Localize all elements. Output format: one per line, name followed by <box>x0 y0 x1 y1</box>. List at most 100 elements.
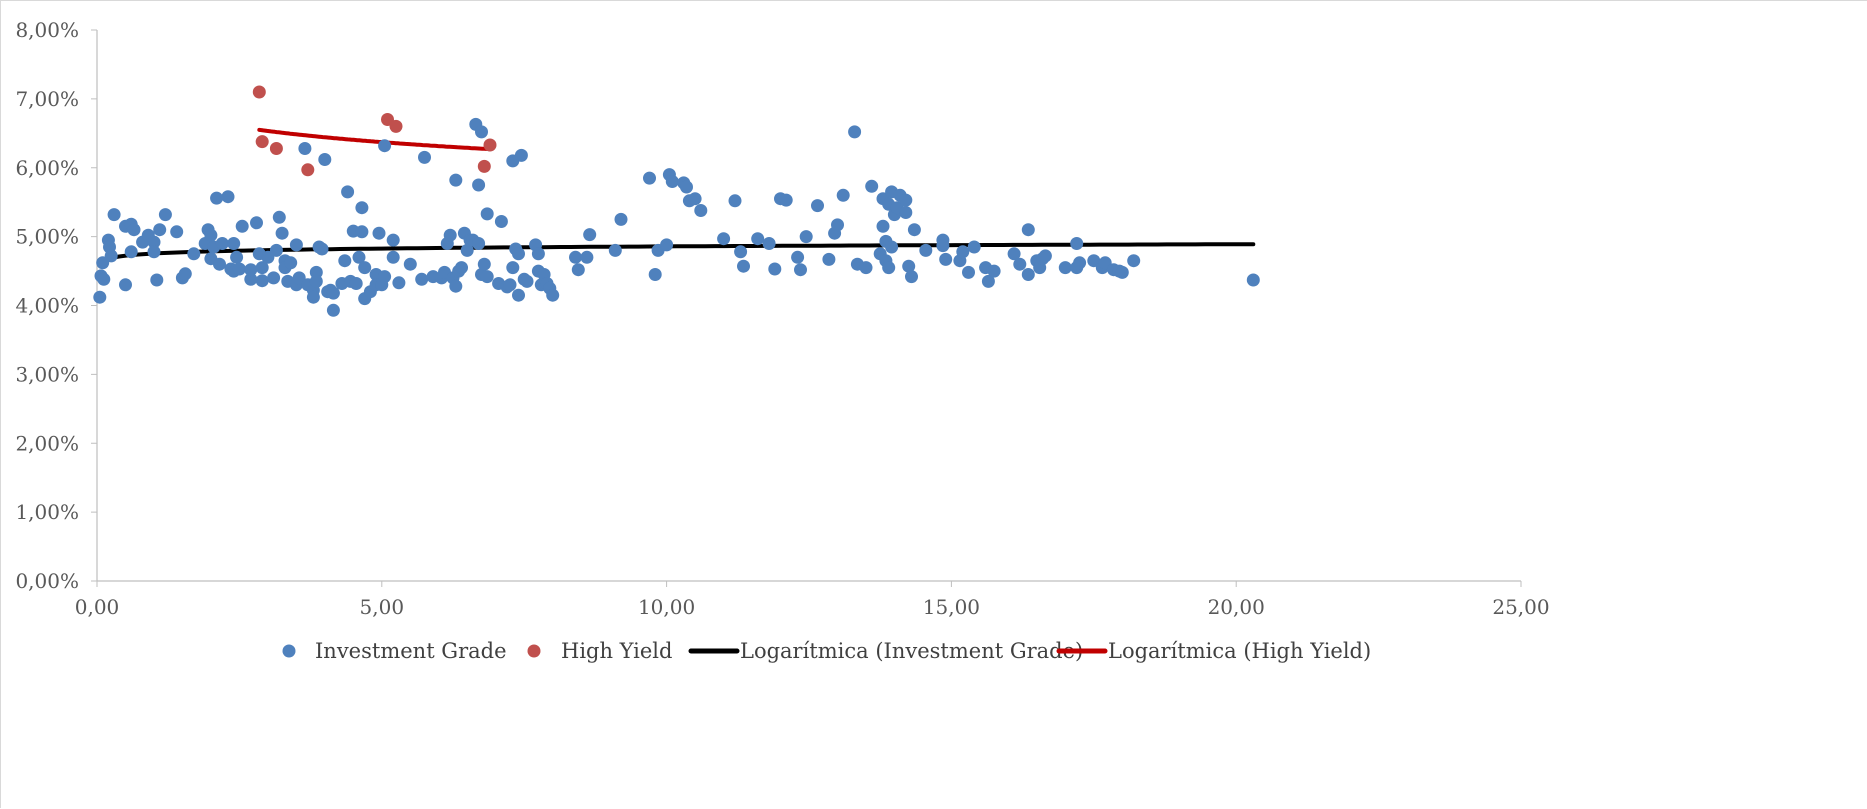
data-point-investment-grade <box>614 212 628 226</box>
legend-marker-investment-grade <box>282 644 296 658</box>
data-point-investment-grade <box>119 278 132 292</box>
data-point-investment-grade <box>127 223 141 237</box>
data-point-investment-grade <box>232 262 246 276</box>
data-point-investment-grade <box>227 237 241 250</box>
data-point-investment-grade <box>460 243 474 257</box>
data-point-investment-grade <box>506 261 520 275</box>
data-point-investment-grade <box>147 235 161 249</box>
data-point-investment-grade <box>831 218 844 232</box>
data-point-investment-grade <box>514 148 528 162</box>
data-point-investment-grade <box>737 259 750 273</box>
data-point-investment-grade <box>1115 265 1129 279</box>
y-tick-label: 1,00% <box>15 500 79 524</box>
data-point-investment-grade <box>865 179 879 193</box>
data-point-investment-grade <box>318 153 332 166</box>
data-point-investment-grade <box>503 278 517 292</box>
data-point-investment-grade <box>392 276 406 290</box>
data-point-investment-grade <box>520 274 534 288</box>
y-tick-label: 3,00% <box>15 362 79 386</box>
data-point-investment-grade <box>449 173 463 187</box>
data-point-investment-grade <box>355 225 369 239</box>
x-tick-label: 0,00 <box>75 595 120 619</box>
data-point-investment-grade <box>309 265 323 279</box>
data-point-investment-grade <box>583 228 597 242</box>
data-point-investment-grade <box>1021 223 1035 237</box>
data-point-investment-grade <box>643 171 656 185</box>
y-tick-label: 2,00% <box>15 431 79 455</box>
data-point-investment-grade <box>648 268 662 281</box>
data-point-investment-grade <box>272 210 286 224</box>
data-point-investment-grade <box>358 261 372 275</box>
data-point-investment-grade <box>660 238 674 252</box>
data-point-investment-grade <box>762 237 776 250</box>
data-point-investment-grade <box>158 208 172 222</box>
data-point-investment-grade <box>415 272 429 286</box>
data-point-investment-grade <box>475 125 488 139</box>
data-point-investment-grade <box>680 180 693 194</box>
data-point-investment-grade <box>267 271 281 285</box>
data-point-investment-grade <box>569 250 582 264</box>
data-point-investment-grade <box>936 239 950 253</box>
data-point-investment-grade <box>512 247 525 261</box>
data-point-investment-grade <box>170 225 184 239</box>
x-tick-label: 10,00 <box>638 595 695 619</box>
data-point-investment-grade <box>275 226 289 240</box>
data-point-investment-grade <box>859 261 873 275</box>
data-point-investment-grade <box>1073 256 1087 270</box>
data-point-investment-grade <box>531 247 545 261</box>
data-point-investment-grade <box>848 125 862 139</box>
data-point-investment-grade <box>235 219 249 233</box>
data-point-investment-grade <box>876 219 890 233</box>
y-tick-label: 5,00% <box>15 225 79 249</box>
data-point-investment-grade <box>298 142 312 155</box>
data-point-high-yield <box>255 135 269 149</box>
x-tick-label: 15,00 <box>923 595 980 619</box>
data-point-investment-grade <box>104 249 118 263</box>
data-point-investment-grade <box>372 226 386 240</box>
data-point-investment-grade <box>1038 249 1052 263</box>
data-point-investment-grade <box>124 245 138 259</box>
data-point-investment-grade <box>443 228 457 242</box>
data-point-investment-grade <box>269 243 283 257</box>
data-point-investment-grade <box>1246 273 1260 287</box>
data-point-investment-grade <box>1021 268 1035 281</box>
data-point-investment-grade <box>919 243 933 257</box>
data-point-investment-grade <box>210 191 224 205</box>
legend-marker-high-yield <box>527 644 541 658</box>
data-point-investment-grade <box>93 290 107 304</box>
data-point-high-yield <box>252 85 266 99</box>
x-tick-label: 20,00 <box>1208 595 1265 619</box>
data-point-investment-grade <box>255 274 269 288</box>
data-point-investment-grade <box>580 250 594 264</box>
data-point-investment-grade <box>97 272 111 286</box>
data-point-investment-grade <box>1058 261 1072 275</box>
data-point-investment-grade <box>230 250 244 264</box>
data-point-investment-grade <box>204 228 218 242</box>
data-point-high-yield <box>483 138 497 152</box>
y-tick-label: 0,00% <box>15 569 79 593</box>
data-point-investment-grade <box>306 290 320 304</box>
data-point-investment-grade <box>546 288 560 302</box>
data-point-investment-grade <box>902 259 916 273</box>
data-point-investment-grade <box>939 252 953 266</box>
data-point-investment-grade <box>403 257 417 271</box>
data-point-investment-grade <box>455 261 468 275</box>
data-point-investment-grade <box>213 257 226 271</box>
data-point-investment-grade <box>315 242 329 256</box>
data-point-investment-grade <box>338 254 352 268</box>
data-point-investment-grade <box>289 238 303 252</box>
data-point-investment-grade <box>150 273 164 287</box>
data-point-investment-grade <box>147 245 161 259</box>
data-point-investment-grade <box>811 199 824 213</box>
data-point-investment-grade <box>885 240 899 254</box>
data-point-investment-grade <box>882 261 896 275</box>
data-point-investment-grade <box>899 193 913 207</box>
data-point-investment-grade <box>905 270 918 284</box>
trendline-logar-tmica-high-yield <box>257 127 492 152</box>
data-point-investment-grade <box>1007 247 1021 261</box>
data-point-investment-grade <box>717 232 731 246</box>
data-point-investment-grade <box>734 245 748 259</box>
data-point-investment-grade <box>355 201 369 215</box>
data-point-investment-grade <box>449 279 463 293</box>
